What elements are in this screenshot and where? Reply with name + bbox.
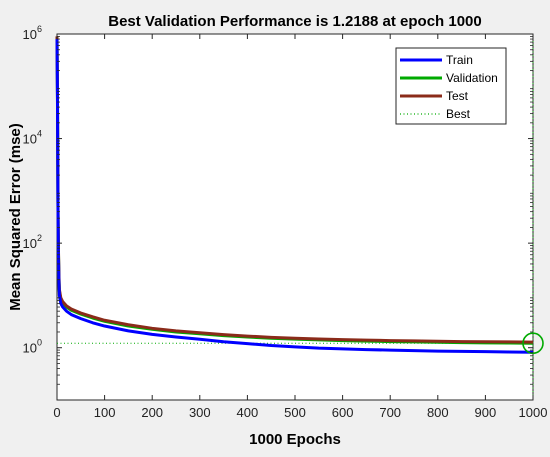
y-tick-label: 10 bbox=[23, 132, 37, 147]
series-line-train bbox=[55, 39, 534, 354]
legend-label-validation: Validation bbox=[446, 71, 498, 85]
x-tick-label: 300 bbox=[189, 405, 211, 420]
x-tick-label: 100 bbox=[94, 405, 116, 420]
legend-label-test: Test bbox=[446, 89, 469, 103]
y-axis-label: Mean Squared Error (mse) bbox=[7, 123, 24, 311]
y-tick-label: 10 bbox=[23, 236, 37, 251]
x-tick-label: 800 bbox=[427, 405, 449, 420]
legend-label-best: Best bbox=[446, 107, 471, 121]
y-tick-exponent: 6 bbox=[37, 24, 42, 34]
best-marker bbox=[522, 332, 544, 355]
x-tick-label: 600 bbox=[332, 405, 354, 420]
x-tick-label: 500 bbox=[284, 405, 306, 420]
x-tick-label: 0 bbox=[53, 405, 60, 420]
x-tick-label: 400 bbox=[237, 405, 259, 420]
y-tick-label: 10 bbox=[23, 341, 37, 356]
x-tick-label: 700 bbox=[379, 405, 401, 420]
x-axis-label: 1000 Epochs bbox=[249, 431, 341, 448]
x-tick-label: 900 bbox=[475, 405, 497, 420]
chart-title: Best Validation Performance is 1.2188 at… bbox=[108, 13, 482, 30]
x-tick-label: 1000 bbox=[519, 405, 548, 420]
legend-label-train: Train bbox=[446, 53, 473, 67]
x-tick-label: 200 bbox=[141, 405, 163, 420]
y-tick-exponent: 0 bbox=[37, 338, 42, 348]
y-tick-exponent: 2 bbox=[37, 233, 42, 243]
plot-content bbox=[55, 34, 544, 400]
legend: Train Validation Test Best bbox=[395, 47, 507, 125]
y-tick-label: 10 bbox=[23, 27, 37, 42]
y-tick-exponent: 4 bbox=[37, 129, 42, 139]
